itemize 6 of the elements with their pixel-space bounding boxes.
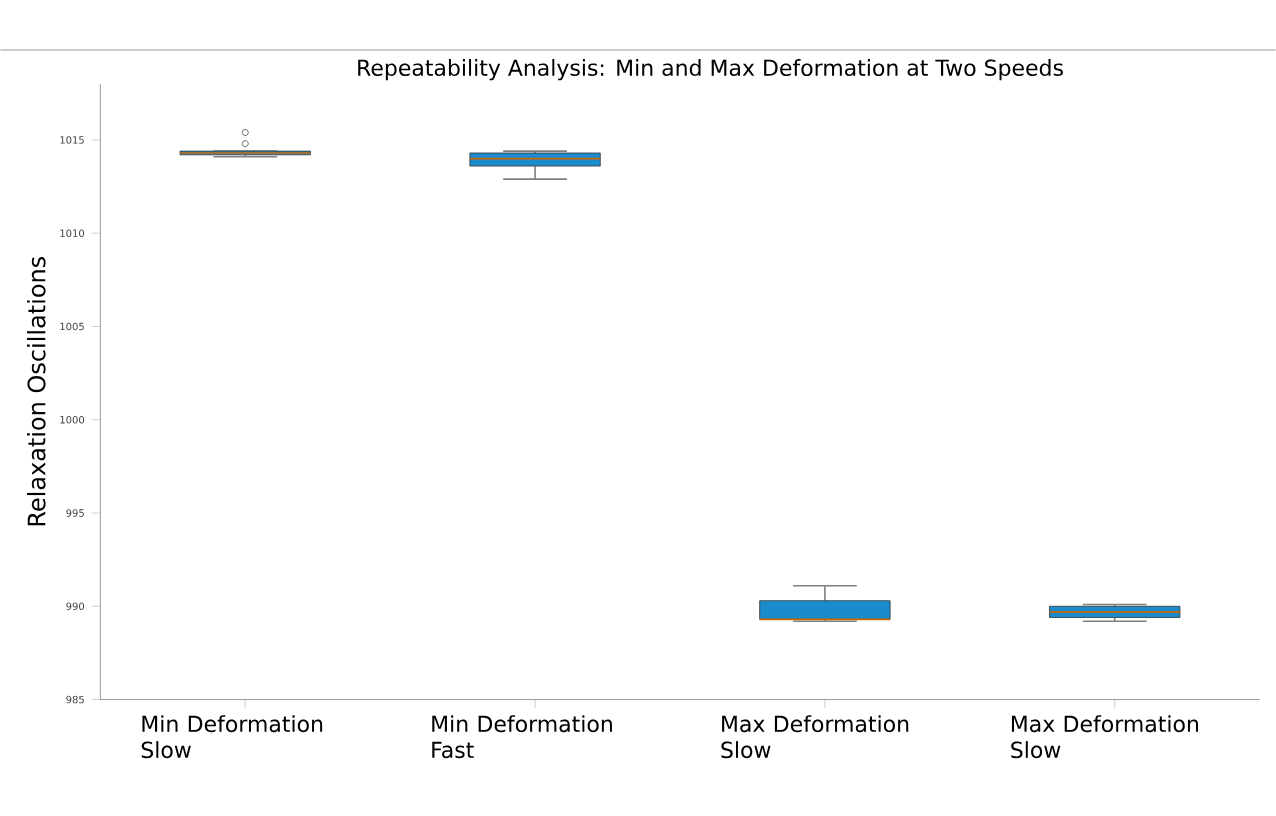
y-axis-title: Relaxation Oscillations	[27, 257, 46, 526]
chart-title: Repeatability Analysis: Min and Max Deformation at Two Speeds	[358, 59, 1063, 81]
x-tick-label: Min Deformation Fast	[432, 715, 612, 759]
x-tick-label: Min Deformation Slow	[141, 715, 323, 759]
x-tick-label: Max Deformation Slow	[721, 715, 909, 759]
x-tick-label: Max Deformation Slow	[1011, 715, 1199, 759]
